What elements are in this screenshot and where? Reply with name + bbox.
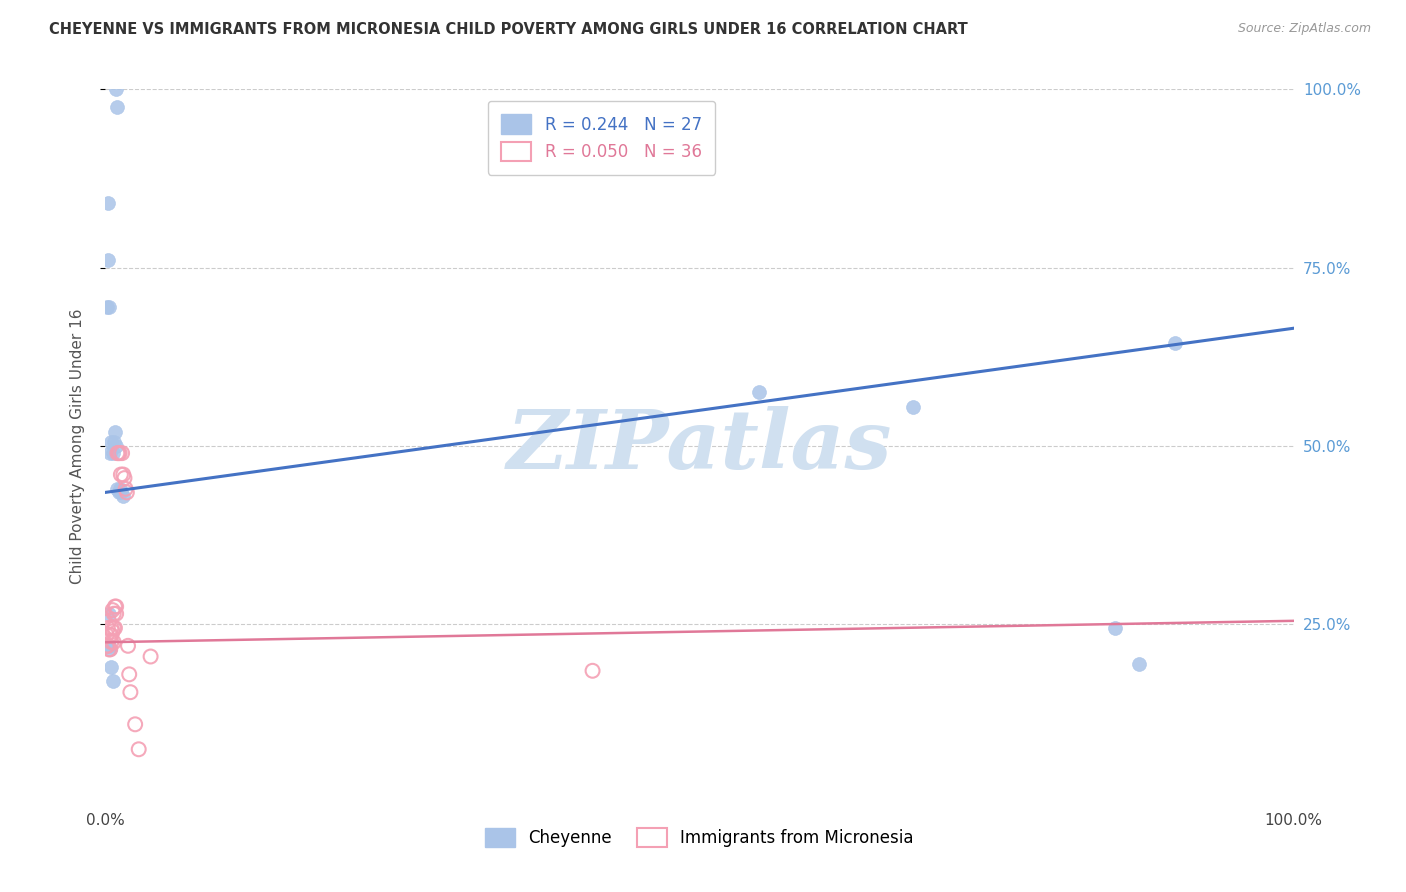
Point — [98, 628, 121, 642]
Point — [100, 635, 122, 649]
Point — [96, 628, 118, 642]
Point — [103, 607, 125, 621]
Point — [98, 642, 121, 657]
Point — [105, 446, 128, 460]
Point — [98, 639, 121, 653]
Point — [98, 446, 121, 460]
Point — [105, 100, 128, 114]
Point — [112, 489, 135, 503]
Point — [98, 607, 121, 621]
Point — [107, 485, 129, 500]
Text: ZIPatlas: ZIPatlas — [506, 406, 893, 486]
Point — [748, 385, 770, 400]
Point — [101, 624, 124, 639]
Point — [96, 639, 118, 653]
Point — [105, 607, 128, 621]
Point — [105, 599, 128, 614]
Point — [100, 621, 122, 635]
Point — [108, 446, 131, 460]
Point — [117, 639, 139, 653]
Point — [103, 635, 125, 649]
Point — [1164, 335, 1187, 350]
Point — [120, 685, 142, 699]
Point — [101, 446, 124, 460]
Point — [100, 660, 122, 674]
Legend: Cheyenne, Immigrants from Micronesia: Cheyenne, Immigrants from Micronesia — [477, 819, 922, 855]
Point — [101, 603, 124, 617]
Point — [581, 664, 603, 678]
Point — [105, 482, 128, 496]
Point — [103, 435, 125, 450]
Point — [98, 614, 121, 628]
Point — [97, 621, 120, 635]
Point — [110, 485, 132, 500]
Point — [114, 471, 136, 485]
Point — [139, 649, 162, 664]
Point — [98, 300, 121, 314]
Point — [97, 639, 120, 653]
Point — [96, 300, 118, 314]
Text: CHEYENNE VS IMMIGRANTS FROM MICRONESIA CHILD POVERTY AMONG GIRLS UNDER 16 CORREL: CHEYENNE VS IMMIGRANTS FROM MICRONESIA C… — [49, 22, 967, 37]
Point — [107, 446, 129, 460]
Point — [903, 400, 925, 414]
Text: Source: ZipAtlas.com: Source: ZipAtlas.com — [1237, 22, 1371, 36]
Point — [128, 742, 150, 756]
Y-axis label: Child Poverty Among Girls Under 16: Child Poverty Among Girls Under 16 — [70, 309, 84, 583]
Point — [97, 253, 120, 268]
Point — [1104, 621, 1126, 635]
Point — [98, 642, 121, 657]
Point — [105, 439, 128, 453]
Point — [104, 599, 127, 614]
Point — [100, 435, 122, 450]
Point — [114, 482, 136, 496]
Point — [98, 642, 121, 657]
Point — [118, 667, 141, 681]
Point — [104, 621, 127, 635]
Point — [104, 425, 127, 439]
Point — [111, 446, 134, 460]
Point — [105, 82, 128, 96]
Point — [103, 621, 125, 635]
Point — [97, 196, 120, 211]
Point — [115, 485, 138, 500]
Point — [112, 467, 135, 482]
Point — [110, 467, 132, 482]
Point — [124, 717, 146, 731]
Point — [101, 674, 124, 689]
Point — [100, 628, 122, 642]
Point — [108, 482, 131, 496]
Point — [1128, 657, 1150, 671]
